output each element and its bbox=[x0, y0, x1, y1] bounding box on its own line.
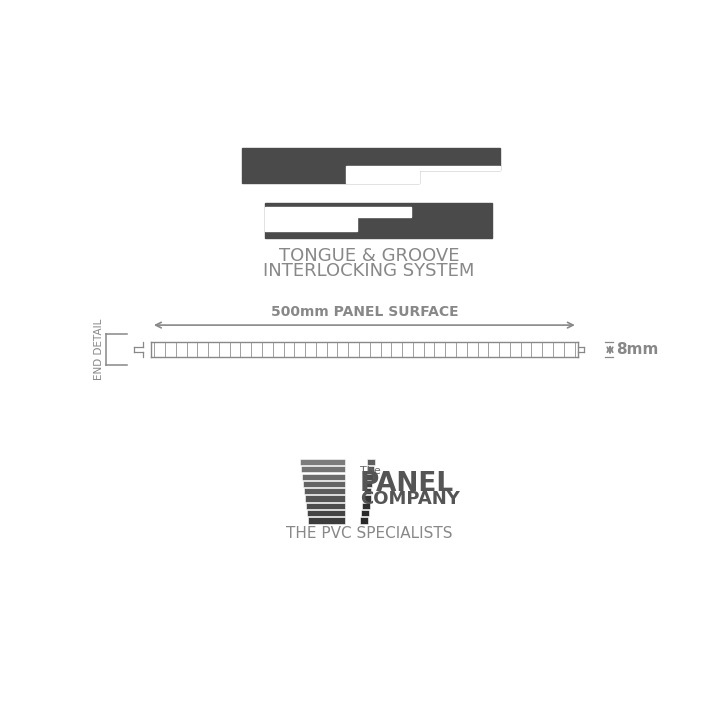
Bar bbox=[367, 459, 375, 465]
Text: The: The bbox=[360, 466, 380, 476]
Bar bbox=[366, 467, 374, 472]
Bar bbox=[307, 510, 345, 516]
Bar bbox=[303, 481, 345, 487]
Bar bbox=[360, 518, 368, 523]
Bar bbox=[308, 518, 345, 523]
Bar bbox=[364, 488, 372, 495]
Text: END DETAIL: END DETAIL bbox=[94, 319, 104, 380]
Text: INTERLOCKING SYSTEM: INTERLOCKING SYSTEM bbox=[264, 262, 474, 280]
Bar bbox=[362, 503, 369, 509]
Bar bbox=[363, 495, 371, 502]
Text: PANEL: PANEL bbox=[360, 472, 454, 498]
Polygon shape bbox=[265, 207, 411, 231]
Bar bbox=[302, 474, 345, 480]
Text: THE PVC SPECIALISTS: THE PVC SPECIALISTS bbox=[286, 526, 452, 541]
Bar bbox=[361, 510, 369, 516]
Polygon shape bbox=[265, 204, 492, 238]
Text: 8mm: 8mm bbox=[616, 342, 659, 357]
Text: TONGUE & GROOVE: TONGUE & GROOVE bbox=[279, 247, 459, 265]
Polygon shape bbox=[346, 166, 500, 183]
Text: 500mm PANEL SURFACE: 500mm PANEL SURFACE bbox=[271, 305, 458, 319]
Bar bbox=[306, 503, 345, 509]
Bar bbox=[300, 459, 345, 465]
Bar bbox=[302, 467, 345, 472]
Bar bbox=[304, 488, 345, 495]
Bar bbox=[305, 495, 345, 502]
Polygon shape bbox=[242, 148, 500, 183]
Bar bbox=[365, 481, 372, 487]
Bar bbox=[366, 474, 373, 480]
Text: COMPANY: COMPANY bbox=[360, 490, 459, 508]
